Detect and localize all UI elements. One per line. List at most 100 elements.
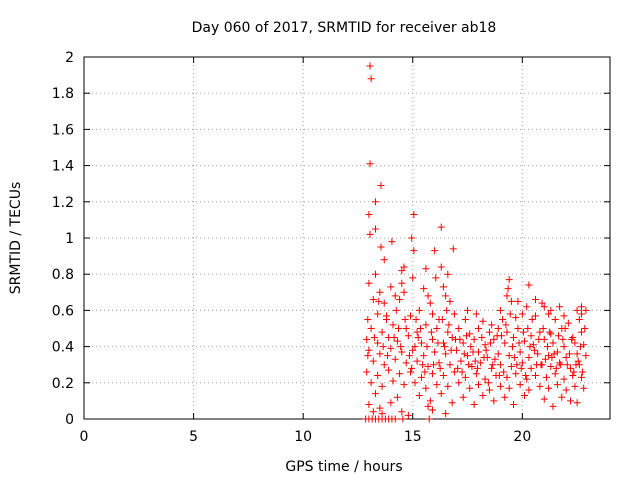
data-point bbox=[400, 288, 408, 296]
data-point bbox=[436, 364, 444, 372]
data-point bbox=[459, 393, 467, 401]
data-point bbox=[537, 361, 545, 369]
data-point bbox=[551, 315, 559, 323]
data-point bbox=[510, 334, 518, 342]
data-point bbox=[437, 263, 445, 271]
data-point bbox=[480, 353, 488, 361]
data-point bbox=[496, 382, 504, 390]
data-point bbox=[435, 359, 443, 367]
data-point bbox=[482, 346, 490, 354]
data-point bbox=[434, 339, 442, 347]
data-point bbox=[397, 343, 405, 351]
data-point bbox=[431, 247, 439, 255]
data-point bbox=[425, 415, 433, 423]
data-point bbox=[387, 399, 395, 407]
data-point bbox=[369, 296, 377, 304]
data-point bbox=[573, 399, 581, 407]
data-point bbox=[519, 328, 527, 336]
data-point bbox=[391, 355, 399, 363]
data-point bbox=[567, 364, 575, 372]
data-point bbox=[501, 393, 509, 401]
data-point bbox=[469, 348, 477, 356]
y-tick-label: 1 bbox=[65, 231, 74, 247]
data-point bbox=[581, 325, 589, 332]
data-point bbox=[527, 332, 535, 340]
data-point bbox=[481, 341, 489, 349]
data-point bbox=[415, 306, 423, 314]
data-point bbox=[405, 352, 413, 360]
data-point bbox=[507, 297, 515, 305]
data-point bbox=[505, 276, 513, 284]
y-tick-label: 0.6 bbox=[52, 303, 74, 319]
data-point bbox=[560, 312, 568, 320]
data-point bbox=[578, 328, 586, 336]
data-point bbox=[423, 343, 431, 351]
data-point bbox=[549, 402, 557, 410]
data-point bbox=[572, 361, 580, 369]
data-point bbox=[576, 343, 584, 351]
data-point bbox=[410, 247, 418, 255]
data-point bbox=[404, 411, 412, 419]
data-point bbox=[439, 283, 447, 291]
data-point bbox=[554, 332, 562, 340]
data-point bbox=[515, 339, 523, 347]
data-point bbox=[398, 408, 406, 416]
y-tick-label: 0.8 bbox=[52, 267, 74, 283]
data-point bbox=[461, 373, 469, 381]
y-tick-label: 0.4 bbox=[52, 340, 74, 356]
data-point bbox=[415, 391, 423, 399]
data-point bbox=[389, 321, 397, 329]
data-point bbox=[402, 359, 410, 367]
data-points bbox=[362, 62, 590, 423]
data-point bbox=[556, 303, 564, 311]
data-point bbox=[444, 270, 452, 278]
data-point bbox=[393, 337, 401, 345]
data-point bbox=[465, 361, 473, 369]
data-point bbox=[413, 328, 421, 336]
plot-frame bbox=[83, 56, 611, 420]
data-point bbox=[504, 285, 512, 293]
data-point bbox=[443, 306, 451, 314]
data-point bbox=[546, 328, 554, 336]
data-point bbox=[380, 299, 388, 307]
data-point bbox=[422, 321, 430, 329]
data-point bbox=[514, 325, 522, 332]
data-point bbox=[378, 382, 386, 390]
data-point bbox=[367, 75, 375, 83]
data-point bbox=[468, 363, 476, 371]
data-point bbox=[401, 315, 409, 323]
data-point bbox=[500, 368, 508, 376]
data-point bbox=[511, 353, 519, 361]
data-point bbox=[553, 381, 561, 389]
data-point bbox=[490, 335, 498, 343]
data-point bbox=[513, 361, 521, 369]
data-point bbox=[409, 274, 417, 282]
data-point bbox=[522, 372, 530, 380]
data-point bbox=[385, 366, 393, 374]
y-tick-label: 2 bbox=[65, 50, 74, 66]
data-point bbox=[516, 381, 524, 389]
data-point bbox=[545, 384, 553, 392]
data-point bbox=[365, 346, 373, 354]
data-point bbox=[374, 310, 382, 318]
data-point bbox=[534, 350, 542, 358]
data-point bbox=[402, 325, 410, 332]
grid-lines bbox=[84, 57, 610, 419]
data-point bbox=[557, 361, 565, 369]
data-point bbox=[551, 370, 559, 378]
data-point bbox=[477, 359, 485, 367]
data-point bbox=[433, 325, 441, 332]
data-point bbox=[367, 325, 375, 332]
y-tick-label: 1.8 bbox=[52, 86, 74, 102]
data-point bbox=[419, 361, 427, 369]
data-point bbox=[466, 330, 474, 338]
data-point bbox=[518, 310, 526, 318]
data-point bbox=[516, 348, 524, 356]
data-point bbox=[536, 328, 544, 336]
data-point bbox=[420, 285, 428, 293]
data-point bbox=[442, 410, 450, 418]
data-point bbox=[517, 364, 525, 372]
data-point bbox=[367, 379, 375, 387]
data-point bbox=[411, 379, 419, 387]
